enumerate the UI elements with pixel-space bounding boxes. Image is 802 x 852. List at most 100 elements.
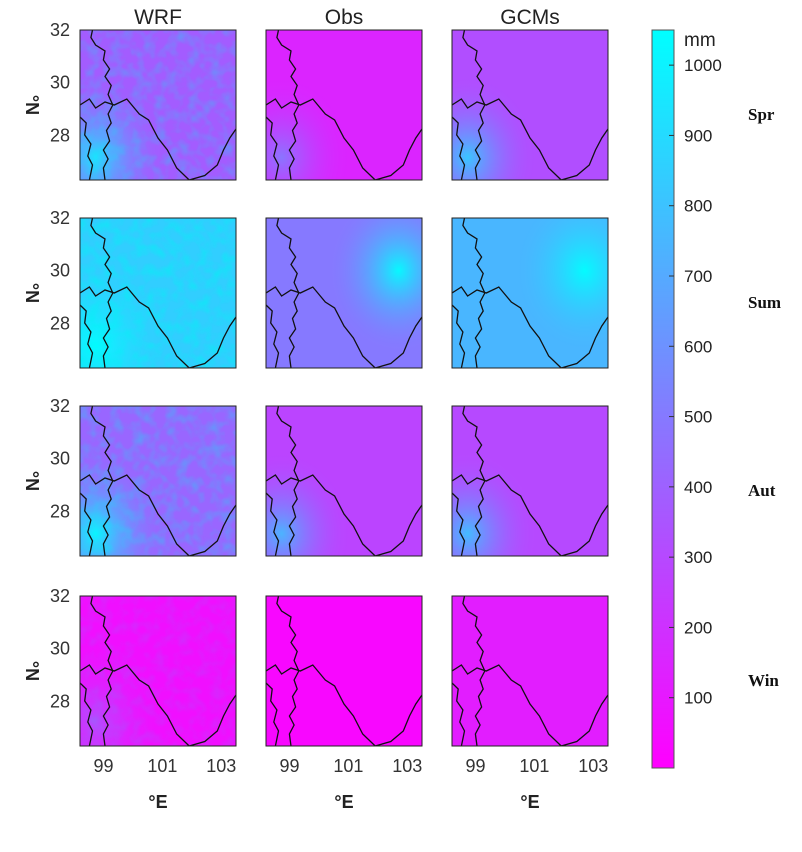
country-border-line [266, 304, 280, 368]
country-border-line [462, 596, 486, 746]
y-tick-label: 28 [50, 125, 70, 145]
panel-frame [79, 29, 237, 181]
panel-frame [79, 405, 237, 557]
country-border-line [90, 218, 114, 368]
colorbar-tick-label: 100 [684, 689, 712, 708]
season-label-spr: Spr [748, 105, 775, 124]
country-border-line [452, 304, 466, 368]
panel-frame [451, 29, 609, 181]
map-panel-win-wrf: 32 30 28 °N 99 101 103 °E [22, 586, 237, 812]
map-panel-spr-obs [265, 29, 423, 181]
country-border-line [80, 116, 94, 180]
precip-hotspot [266, 75, 352, 180]
y-tick-label: 28 [50, 691, 70, 711]
panel-frame [265, 29, 423, 181]
country-border-line [266, 286, 422, 368]
country-border-line [266, 98, 422, 180]
country-border-line [462, 218, 486, 368]
y-axis-label: °N [22, 661, 42, 681]
country-border-line [266, 474, 422, 556]
colorbar-tick-label: 1000 [684, 56, 722, 75]
x-tick-label: 101 [519, 756, 549, 776]
country-border-line [90, 406, 114, 556]
precip-hotspot [452, 75, 538, 180]
wrf-texture [80, 406, 236, 556]
y-tick-label: 32 [50, 396, 70, 416]
country-border-line [80, 474, 236, 556]
country-border-line [462, 406, 486, 556]
country-border-line [90, 30, 114, 180]
colorbar-tick-label: 400 [684, 478, 712, 497]
country-border-line [452, 492, 466, 556]
y-tick-label: 28 [50, 501, 70, 521]
colorbar-unit-label: mm [684, 30, 716, 51]
column-title-obs: Obs [325, 6, 364, 29]
country-border-line [452, 98, 608, 180]
y-tick-label: 30 [50, 639, 70, 659]
country-border-line [452, 474, 608, 556]
colorbar-tick-label: 500 [684, 408, 712, 427]
panel-frame [79, 217, 237, 369]
country-border-line [266, 664, 422, 746]
colorbar [651, 29, 675, 769]
map-panel-aut-wrf: 32 30 28 °N [22, 396, 237, 557]
y-tick-label: 30 [50, 449, 70, 469]
wrf-texture [80, 596, 236, 746]
column-title-wrf: WRF [134, 6, 182, 29]
panel-frame [451, 405, 609, 557]
season-label-aut: Aut [748, 481, 776, 500]
x-axis-label: °E [520, 792, 539, 812]
colorbar-tick-label: 600 [684, 337, 712, 356]
precip-hotspot [452, 451, 538, 556]
y-tick-label: 28 [50, 313, 70, 333]
precip-hotspot [266, 451, 352, 556]
country-border-line [452, 682, 466, 746]
country-border-line [276, 406, 300, 556]
country-border-line [266, 682, 280, 746]
y-axis-label: °N [22, 471, 42, 491]
y-axis-label: °N [22, 283, 42, 303]
country-border-line [452, 286, 608, 368]
country-border-line [80, 664, 236, 746]
y-tick-label: 32 [50, 586, 70, 606]
colorbar-tick-label: 200 [684, 618, 712, 637]
y-tick-label: 32 [50, 208, 70, 228]
colorbar-tick-label: 800 [684, 197, 712, 216]
season-label-win: Win [748, 671, 779, 690]
x-axis-label: °E [334, 792, 353, 812]
x-tick-label: 103 [578, 756, 608, 776]
x-axis-label: °E [148, 792, 167, 812]
precip-hotspot [514, 218, 608, 353]
country-border-line [80, 98, 236, 180]
map-panel-win-gcms: 99 101 103 °E [451, 595, 609, 812]
season-label-sum: Sum [748, 293, 781, 312]
country-border-line [80, 682, 94, 746]
y-axis-label: °N [22, 95, 42, 115]
map-panel-win-obs: 99 101 103 °E [265, 595, 423, 812]
x-tick-label: 99 [280, 756, 300, 776]
map-panel-aut-obs [265, 405, 423, 557]
country-border-line [80, 286, 236, 368]
country-border-line [80, 304, 94, 368]
country-border-line [80, 492, 94, 556]
panel-frame [265, 217, 423, 369]
x-tick-label: 101 [147, 756, 177, 776]
y-tick-label: 32 [50, 20, 70, 40]
wrf-texture [80, 30, 236, 180]
country-border-line [276, 30, 300, 180]
country-border-line [462, 30, 486, 180]
precip-hotspot [328, 218, 422, 353]
precip-field [266, 596, 422, 746]
wrf-texture [80, 218, 236, 368]
colorbar-tick-label: 300 [684, 548, 712, 567]
x-tick-label: 99 [466, 756, 486, 776]
map-panel-spr-wrf: 32 30 28 °N [22, 20, 237, 181]
y-tick-label: 30 [50, 261, 70, 281]
country-border-line [266, 492, 280, 556]
panel-frame [79, 595, 237, 747]
colorbar-tick-label: 700 [684, 267, 712, 286]
x-tick-label: 103 [392, 756, 422, 776]
map-panel-sum-gcms [451, 217, 609, 369]
country-border-line [276, 596, 300, 746]
